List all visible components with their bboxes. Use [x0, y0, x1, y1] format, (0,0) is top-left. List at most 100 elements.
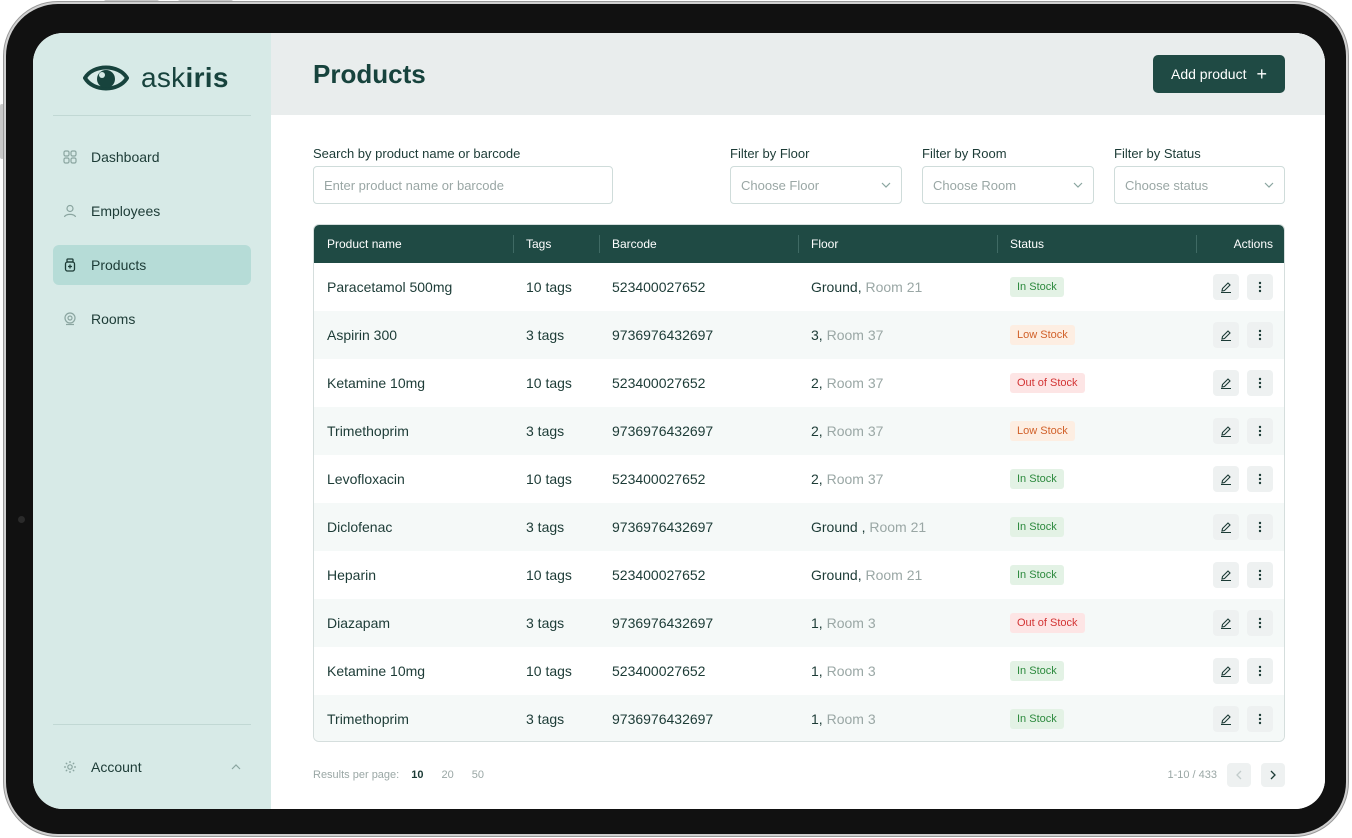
room-value: Room 3 — [826, 711, 876, 727]
edit-button[interactable] — [1213, 610, 1239, 636]
sidebar-item-label: Employees — [91, 203, 161, 219]
sidebar-item-products[interactable]: Products — [53, 245, 251, 285]
device-power-button — [178, 0, 233, 4]
add-product-button[interactable]: Add product + — [1152, 55, 1285, 93]
status-select[interactable]: Choose status — [1114, 166, 1285, 204]
barcode-cell: 9736976432697 — [612, 615, 714, 631]
edit-button[interactable] — [1213, 418, 1239, 444]
edit-button[interactable] — [1213, 706, 1239, 732]
table-row[interactable]: Heparin 10 tags 523400027652 Ground, Room 2… — [314, 551, 1284, 599]
pencil-icon — [1221, 474, 1231, 485]
edit-button[interactable] — [1213, 370, 1239, 396]
actions-cell — [1196, 551, 1284, 599]
actions-cell — [1196, 359, 1284, 407]
per-page-option-10[interactable]: 10 — [411, 769, 424, 781]
barcode-cell: 523400027652 — [612, 279, 706, 295]
room-value: Room 21 — [865, 279, 923, 295]
sidebar-item-rooms[interactable]: Rooms — [53, 299, 251, 339]
room-select[interactable]: Choose Room — [922, 166, 1094, 204]
prev-page-button[interactable] — [1227, 763, 1251, 787]
logo[interactable]: askiris — [83, 58, 229, 98]
pencil-icon — [1221, 330, 1231, 341]
product-name-cell: Diazapam — [327, 615, 391, 631]
status-cell: In Stock — [997, 551, 1196, 599]
floor-value: 1, — [811, 711, 823, 727]
tags-cell: 3 tags — [526, 327, 565, 343]
grid-icon — [63, 150, 77, 164]
more-options-button[interactable] — [1247, 658, 1273, 684]
more-options-button[interactable] — [1247, 514, 1273, 540]
edit-button[interactable] — [1213, 322, 1239, 348]
sidebar-item-employees[interactable]: Employees — [53, 191, 251, 231]
table-row[interactable]: Diclofenac 3 tags 9736976432697 Ground , Ro… — [314, 503, 1284, 551]
more-options-button[interactable] — [1247, 706, 1273, 732]
table-row[interactable]: Diazapam 3 tags 9736976432697 1, Room 3 Out … — [314, 599, 1284, 647]
per-page-option-50[interactable]: 50 — [471, 769, 484, 781]
more-options-button[interactable] — [1247, 562, 1273, 588]
product-name-cell: Diclofenac — [327, 519, 393, 535]
app-screen: askiris Dashboard Employees Products Roo… — [33, 33, 1325, 809]
barcode-cell: 9736976432697 — [612, 711, 714, 727]
status-badge: In Stock — [1010, 517, 1064, 537]
pagination-range: 1-10 / 433 — [1167, 769, 1217, 781]
actions-cell — [1196, 407, 1284, 455]
products-table: Product name Tags Barcode Floor Status A… — [313, 224, 1285, 742]
more-options-button[interactable] — [1247, 418, 1273, 444]
column-header-status[interactable]: Status — [997, 225, 1196, 263]
pagination: 1-10 / 433 — [1167, 763, 1285, 787]
table-row[interactable]: Levofloxacin 10 tags 523400027652 2, Room 3… — [314, 455, 1284, 503]
edit-button[interactable] — [1213, 562, 1239, 588]
barcode-cell: 523400027652 — [612, 375, 706, 391]
sidebar-item-dashboard[interactable]: Dashboard — [53, 137, 251, 177]
floor-select[interactable]: Choose Floor — [730, 166, 902, 204]
search-input[interactable] — [313, 166, 613, 204]
more-options-button[interactable] — [1247, 466, 1273, 492]
table-row[interactable]: Ketamine 10mg 10 tags 523400027652 2, Room … — [314, 359, 1284, 407]
device-volume-button — [104, 0, 159, 4]
edit-button[interactable] — [1213, 658, 1239, 684]
floor-value: Ground, — [811, 279, 862, 295]
room-value: Room 37 — [826, 471, 884, 487]
status-badge: In Stock — [1010, 277, 1064, 297]
pencil-icon — [1221, 282, 1231, 293]
column-header-tags[interactable]: Tags — [513, 225, 599, 263]
per-page-option-20[interactable]: 20 — [441, 769, 454, 781]
more-vertical-icon — [1258, 329, 1262, 341]
product-name-cell: Heparin — [327, 567, 377, 583]
chevron-up-icon — [231, 764, 241, 770]
add-product-label: Add product — [1170, 66, 1247, 82]
status-select-value: Choose status — [1125, 177, 1209, 193]
table-row[interactable]: Ketamine 10mg 10 tags 523400027652 1, Room … — [314, 647, 1284, 695]
page-header: Products Add product + — [271, 33, 1325, 115]
column-header-product-name[interactable]: Product name — [327, 237, 402, 251]
pencil-icon — [1221, 714, 1231, 725]
sidebar-item-label: Dashboard — [91, 149, 160, 165]
edit-button[interactable] — [1213, 274, 1239, 300]
more-options-button[interactable] — [1247, 370, 1273, 396]
status-cell: In Stock — [997, 695, 1196, 741]
actions-cell — [1196, 503, 1284, 551]
product-name-cell: Aspirin 300 — [327, 327, 398, 343]
more-options-button[interactable] — [1247, 322, 1273, 348]
table-row[interactable]: Paracetamol 500mg 10 tags 523400027652 Grou… — [314, 263, 1284, 311]
status-cell: Out of Stock — [997, 599, 1196, 647]
account-menu[interactable]: Account — [53, 747, 251, 787]
next-page-button[interactable] — [1261, 763, 1285, 787]
table-row[interactable]: Trimethoprim 3 tags 9736976432697 1, Room 3… — [314, 695, 1284, 741]
column-header-floor[interactable]: Floor — [798, 225, 997, 263]
column-header-barcode[interactable]: Barcode — [599, 225, 798, 263]
table-row[interactable]: Aspirin 300 3 tags 9736976432697 3, Room 37… — [314, 311, 1284, 359]
edit-button[interactable] — [1213, 514, 1239, 540]
status-cell: In Stock — [997, 263, 1196, 311]
barcode-cell: 9736976432697 — [612, 519, 714, 535]
edit-button[interactable] — [1213, 466, 1239, 492]
more-options-button[interactable] — [1247, 610, 1273, 636]
floor-cell: 1, Room 3 — [798, 599, 997, 647]
more-vertical-icon — [1258, 377, 1262, 389]
more-options-button[interactable] — [1247, 274, 1273, 300]
status-cell: Low Stock — [997, 407, 1196, 455]
floor-value: 3, — [811, 327, 823, 343]
floor-cell: 1, Room 3 — [798, 647, 997, 695]
actions-cell — [1196, 311, 1284, 359]
table-row[interactable]: Trimethoprim 3 tags 9736976432697 2, Room 3… — [314, 407, 1284, 455]
